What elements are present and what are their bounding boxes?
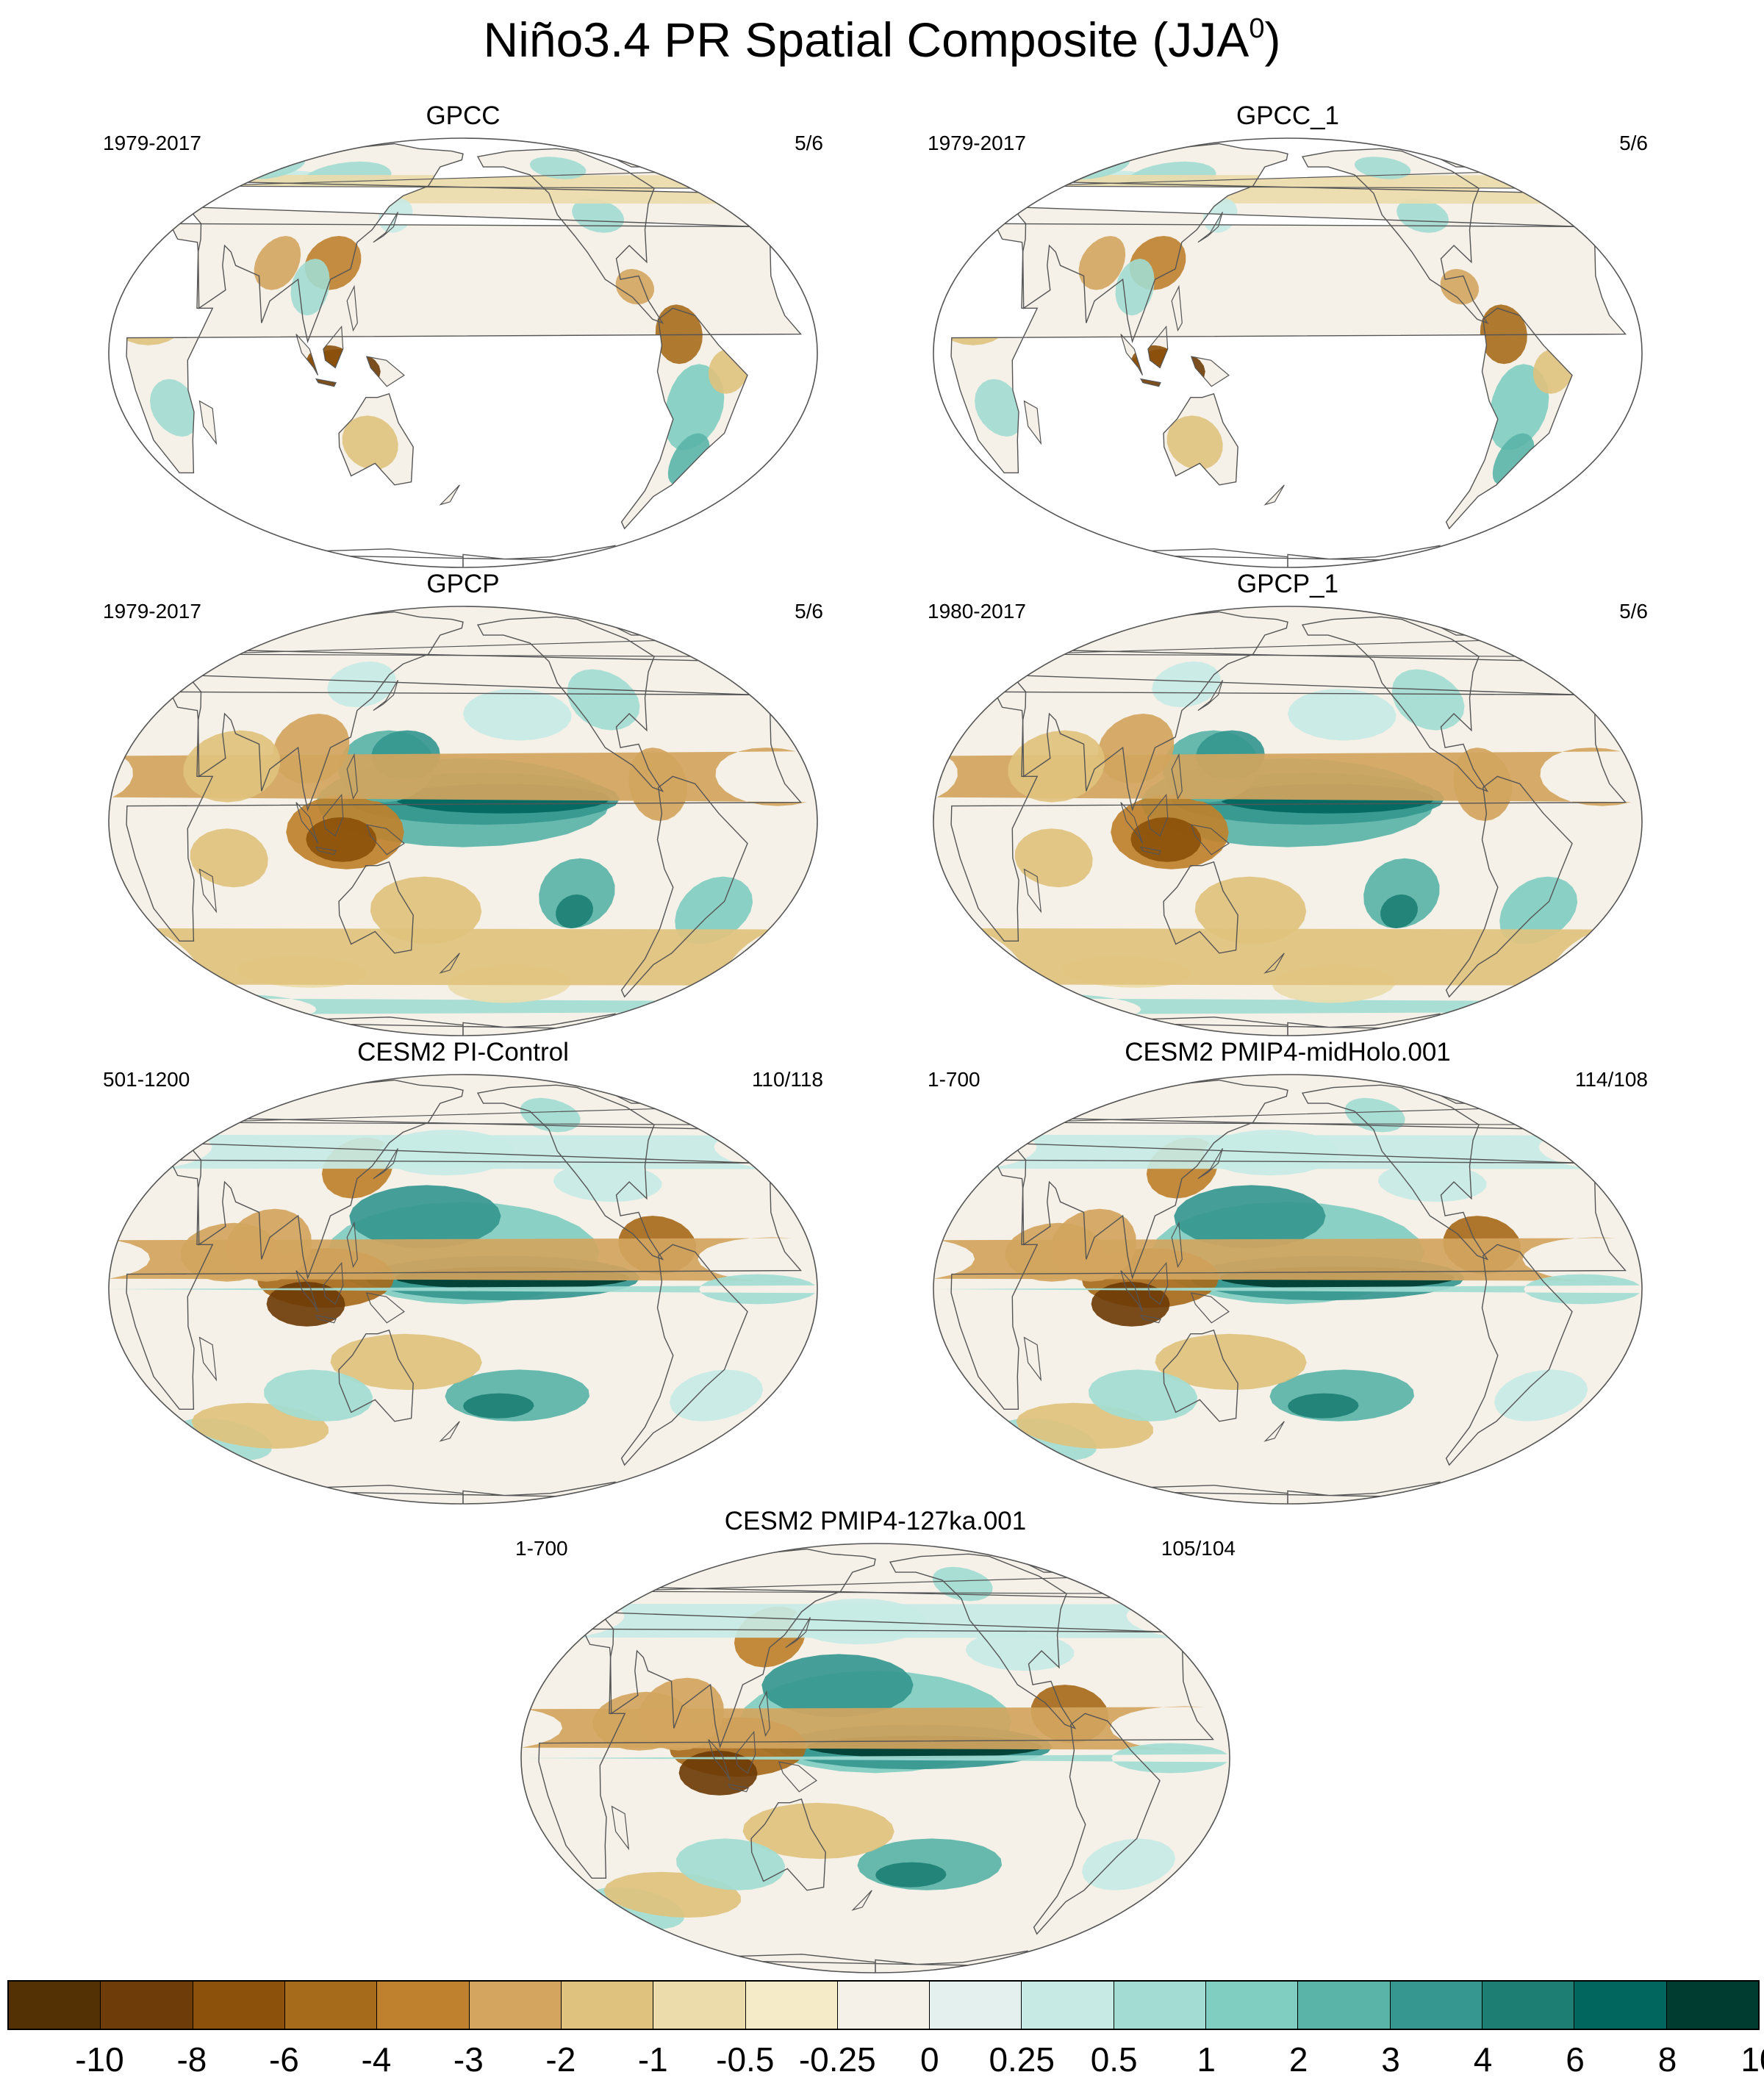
panel-event-count: 5/6 [795,132,823,154]
panel-title: CESM2 PMIP4-127ka.001 [724,1507,1027,1535]
panel-period: 1979-2017 [103,132,201,154]
panel-title: CESM2 PMIP4-midHolo.001 [1125,1038,1451,1066]
colorbar-label: 0.5 [1090,2040,1138,2079]
panel-period: 1-700 [928,1068,980,1091]
map-cesm2-127ka [520,1543,1230,1973]
map-cesm2-pi-control [108,1074,818,1505]
panel-event-count: 105/104 [1161,1537,1236,1560]
colorbar-label: -3 [453,2040,484,2079]
colorbar-box [1114,1982,1207,2029]
panel-period: 501-1200 [103,1068,190,1091]
colorbar-label: 2 [1288,2040,1308,2079]
colorbar-label: 4 [1473,2040,1493,2079]
colorbar-box [837,1982,931,2029]
colorbar-box [653,1982,746,2029]
panel-event-count: 5/6 [1619,132,1648,154]
panel-event-count: 114/108 [1574,1068,1648,1091]
map-gpcp-1 [933,606,1643,1036]
colorbar-box [101,1982,193,2029]
panel-period: 1979-2017 [103,600,201,623]
panel-event-count: 110/118 [751,1068,823,1091]
colorbar-label: 1 [1197,2040,1216,2079]
colorbar-label: 8 [1657,2040,1677,2079]
panel-period: 1979-2017 [928,132,1026,154]
colorbar-label: 6 [1566,2040,1585,2079]
colorbar-box [1022,1982,1114,2029]
map-panel-cesm2-127ka-main: CESM2 PMIP4-127ka.001 1-700 105/104 [515,1507,1236,1977]
map-panel-gpcc: GPCC 1979-2017 5/6 [103,101,823,572]
panel-title: GPCP [426,570,500,598]
map-panel-cesm2-pi-control: CESM2 PI-Control 501-1200 110/118 [103,1038,823,1508]
colorbar-box [561,1982,654,2029]
colorbar-label: -8 [176,2040,207,2079]
colorbar [7,1980,1760,2030]
panel-title: CESM2 PI-Control [357,1038,569,1066]
panel-title: GPCP_1 [1236,570,1339,598]
colorbar-label: -0.5 [716,2040,775,2079]
map-panel-gpcc-1: GPCC_1 1979-2017 5/6 [928,101,1648,572]
figure-title-close: ) [1264,12,1281,67]
colorbar-box [469,1982,562,2029]
colorbar-box [284,1982,378,2029]
colorbar-box [377,1982,470,2029]
figure-title-superscript: 0 [1249,13,1265,44]
colorbar-label: -0.25 [798,2040,876,2079]
colorbar-label: -1 [637,2040,668,2079]
map-gpcc [108,137,818,568]
figure-title-text: Niño3.4 PR Spatial Composite (JJA [483,12,1250,67]
colorbar-label: -10 [75,2040,124,2079]
colorbar-box [193,1982,285,2029]
map-panel-cesm2-midholo: CESM2 PMIP4-midHolo.001 1-700 114/108 [928,1038,1648,1508]
colorbar-label: -4 [361,2040,392,2079]
colorbar-box [930,1982,1022,2029]
colorbar-label: -6 [268,2040,299,2079]
colorbar-label: 0 [919,2040,939,2079]
panel-event-count: 5/6 [795,600,823,623]
colorbar-box [1298,1982,1391,2029]
colorbar-label: 10 [1740,2040,1764,2079]
map-cesm2-midholo [933,1074,1643,1505]
colorbar-box [1206,1982,1299,2029]
colorbar-box [745,1982,838,2029]
panel-title: GPCC [426,101,501,130]
map-panel-gpcp: GPCP 1979-2017 5/6 [103,570,823,1040]
colorbar-label: 3 [1381,2040,1400,2079]
panel-event-count: 5/6 [1619,600,1648,623]
panel-title: GPCC_1 [1236,101,1340,130]
map-gpcc-1 [933,137,1643,568]
colorbar-box [1482,1982,1575,2029]
colorbar-box [1666,1982,1758,2029]
colorbar-label: 0.25 [989,2040,1055,2079]
colorbar-box [1390,1982,1482,2029]
map-gpcp [108,606,818,1036]
panel-period: 1-700 [515,1537,568,1560]
colorbar-label: -2 [545,2040,576,2079]
panel-period: 1980-2017 [928,600,1026,623]
colorbar-box [9,1982,101,2029]
map-panel-gpcp-1: GPCP_1 1980-2017 5/6 [928,570,1648,1040]
colorbar-box [1574,1982,1667,2029]
figure-title: Niño3.4 PR Spatial Composite (JJA0) [0,10,1764,69]
